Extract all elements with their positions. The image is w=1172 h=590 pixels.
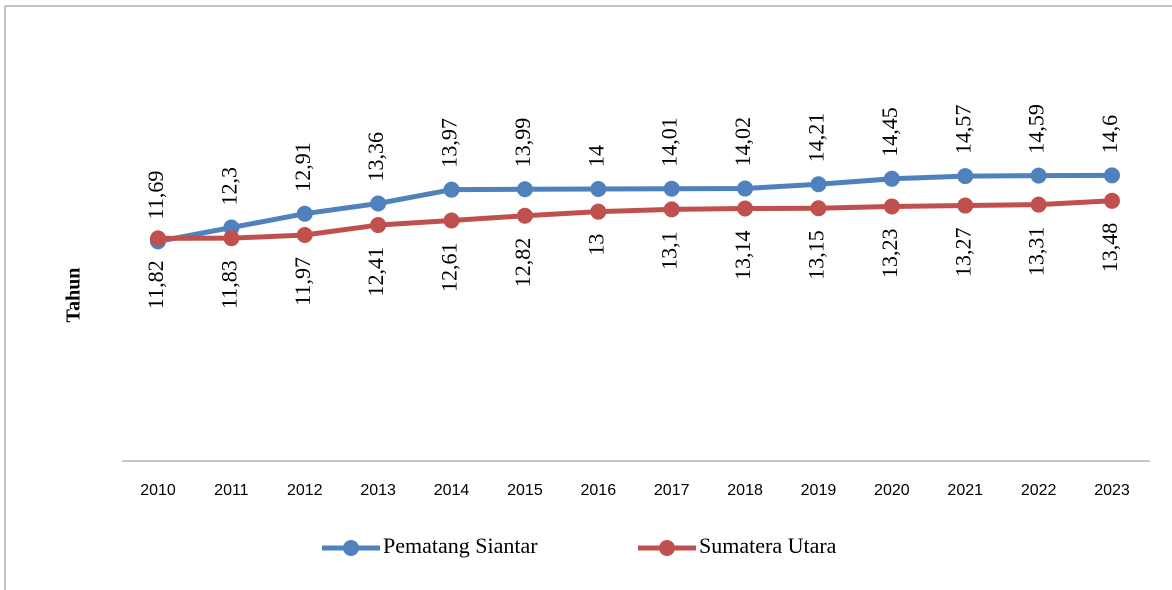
marker — [957, 197, 974, 214]
data-label: 14,21 — [804, 113, 829, 163]
data-label: 12,82 — [510, 238, 535, 288]
y-axis-label: Tahun — [63, 268, 85, 323]
marker — [957, 168, 974, 185]
x-tick-label: 2018 — [727, 482, 763, 499]
marker — [1030, 167, 1047, 184]
marker — [883, 198, 900, 215]
marker — [663, 201, 680, 218]
marker — [370, 217, 387, 234]
data-label: 11,97 — [290, 257, 315, 306]
marker — [883, 170, 900, 187]
data-label: 13,48 — [1097, 223, 1122, 273]
x-tick-label: 2021 — [947, 482, 983, 499]
x-tick-label: 2015 — [507, 482, 543, 499]
x-tick-label: 2011 — [214, 482, 249, 499]
data-label: 14,59 — [1024, 104, 1049, 154]
marker — [737, 200, 754, 217]
data-label: 12,41 — [363, 247, 388, 296]
x-tick-label: 2010 — [140, 482, 176, 499]
x-tick-label: 2017 — [654, 482, 690, 499]
data-label: 11,82 — [143, 260, 168, 309]
marker — [443, 212, 460, 229]
marker — [663, 180, 680, 197]
data-label: 14,57 — [950, 105, 975, 155]
marker — [296, 205, 313, 222]
marker — [296, 227, 313, 244]
x-tick-label: 2012 — [287, 482, 323, 499]
marker — [150, 230, 166, 247]
data-label: 12,91 — [290, 142, 315, 192]
x-tick-label: 2020 — [874, 482, 910, 499]
marker — [810, 200, 827, 217]
data-label: 14 — [583, 145, 608, 167]
data-label: 13,14 — [730, 230, 755, 280]
data-label: 13,15 — [804, 230, 829, 280]
data-label: 13,31 — [1024, 227, 1049, 277]
x-tick-label: 2016 — [581, 482, 617, 499]
data-label: 12,61 — [437, 243, 462, 292]
data-label: 13,99 — [510, 118, 535, 168]
series-line — [157, 172, 1113, 244]
data-label: 13,27 — [950, 228, 975, 278]
data-label: 13,36 — [363, 132, 388, 182]
marker — [590, 203, 607, 220]
x-tick-label: 2014 — [434, 482, 470, 499]
data-label: 13,23 — [877, 228, 902, 278]
marker — [443, 181, 460, 198]
x-tick-label: 2022 — [1021, 482, 1057, 499]
data-label: 11,83 — [216, 260, 241, 309]
marker — [1104, 167, 1120, 184]
legend-marker — [343, 540, 359, 556]
series-line — [157, 198, 1113, 241]
data-label: 13 — [583, 234, 608, 256]
marker — [370, 195, 387, 212]
x-tick-label: 2023 — [1094, 482, 1130, 499]
marker — [516, 181, 533, 198]
data-label: 13,97 — [437, 118, 462, 168]
marker — [810, 176, 827, 193]
marker — [1030, 196, 1047, 213]
marker — [590, 181, 607, 197]
marker — [516, 207, 533, 224]
data-label: 14,01 — [657, 117, 682, 167]
marker — [1104, 192, 1120, 209]
x-tick-label: 2013 — [360, 482, 396, 499]
data-label: 14,02 — [730, 117, 755, 167]
x-tick-label: 2019 — [801, 482, 837, 499]
data-label: 14,6 — [1097, 115, 1122, 154]
legend-marker — [659, 540, 675, 556]
legend-label: Sumatera Utara — [699, 533, 837, 558]
data-label: 11,69 — [143, 171, 168, 220]
legend-label: Pematang Siantar — [383, 533, 538, 558]
data-label: 14,45 — [877, 107, 902, 157]
marker — [223, 230, 240, 247]
data-label: 13,1 — [657, 231, 682, 270]
data-label: 12,3 — [216, 167, 241, 206]
marker — [737, 180, 754, 197]
